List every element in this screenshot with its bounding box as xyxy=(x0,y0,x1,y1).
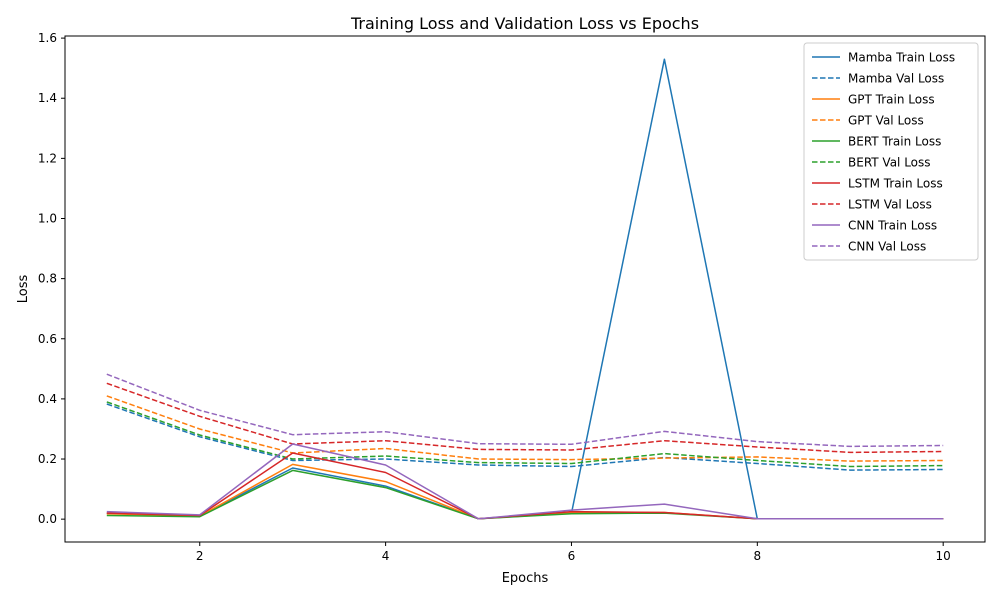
series-line-gpt-train-loss xyxy=(106,463,944,520)
legend-label: GPT Val Loss xyxy=(848,114,924,128)
y-axis-label: Loss xyxy=(16,275,31,304)
x-axis-label: Epochs xyxy=(502,571,549,586)
series-lines xyxy=(106,58,944,520)
series-line-bert-train-loss xyxy=(106,469,944,520)
x-tick-label: 4 xyxy=(382,549,390,563)
series-line-cnn-val-loss xyxy=(106,373,944,448)
series-line-gpt-val-loss xyxy=(106,395,944,462)
x-tick-label: 2 xyxy=(196,549,204,563)
y-tick-label: 0.6 xyxy=(38,332,57,346)
legend-label: LSTM Val Loss xyxy=(848,198,932,212)
legend: Mamba Train Loss Mamba Val Loss GPT Train … xyxy=(803,42,979,261)
legend-box xyxy=(803,42,979,261)
x-tick-label: 10 xyxy=(936,549,951,563)
legend-label: GPT Train Loss xyxy=(848,93,935,107)
y-tick-label: 1.6 xyxy=(38,31,57,45)
series-line-cnn-train-loss xyxy=(106,443,944,520)
x-tick-label: 6 xyxy=(568,549,576,563)
series-line-bert-val-loss xyxy=(106,401,944,468)
y-tick-label: 1.2 xyxy=(38,151,57,165)
x-tick-label: 8 xyxy=(754,549,762,563)
legend-label: BERT Train Loss xyxy=(848,135,941,149)
y-axis-ticks: 0.0 0.2 0.4 0.6 0.8 1.0 1.2 1.4 1.6 xyxy=(38,31,65,526)
y-tick-label: 0.2 xyxy=(38,452,57,466)
legend-label: BERT Val Loss xyxy=(848,156,931,170)
x-axis-ticks: 2 4 6 8 10 xyxy=(196,542,951,563)
chart-title: Training Loss and Validation Loss vs Epo… xyxy=(350,14,699,33)
series-line-lstm-val-loss xyxy=(106,382,944,454)
legend-label: LSTM Train Loss xyxy=(848,177,943,191)
y-tick-label: 0.8 xyxy=(38,272,57,286)
legend-label: Mamba Val Loss xyxy=(848,72,944,86)
plot-frame xyxy=(64,35,986,543)
legend-label: CNN Val Loss xyxy=(848,240,926,254)
y-tick-label: 1.4 xyxy=(38,91,57,105)
y-tick-label: 1.0 xyxy=(38,211,57,225)
legend-label: Mamba Train Loss xyxy=(848,51,955,65)
y-tick-label: 0.4 xyxy=(38,392,57,406)
legend-label: CNN Train Loss xyxy=(848,219,937,233)
series-line-mamba-val-loss xyxy=(106,403,944,471)
y-tick-label: 0.0 xyxy=(38,512,57,526)
